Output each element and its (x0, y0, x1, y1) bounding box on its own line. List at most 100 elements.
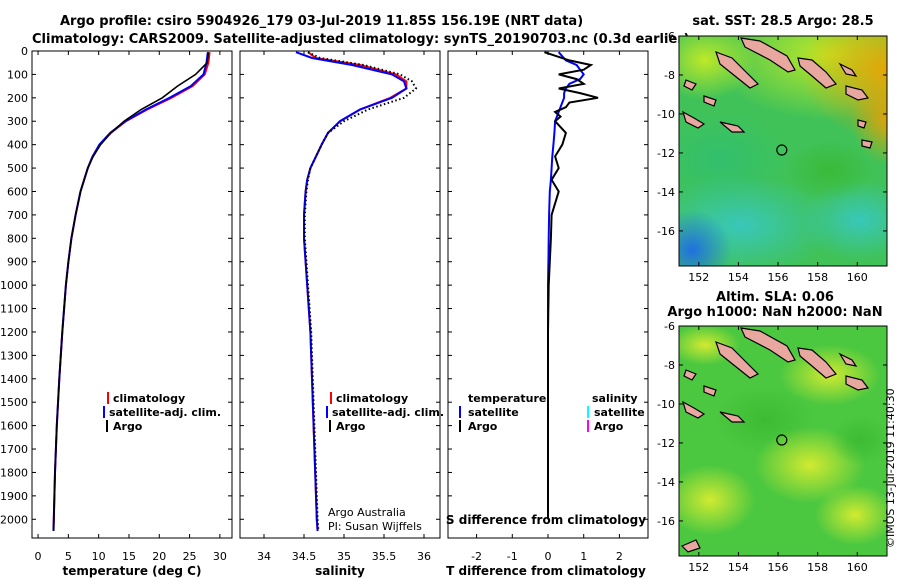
depth-axis: 0 100 200 300 400 500 600 700 800 900 1000 1100 1200… (0, 45, 28, 526)
salinity-plot: 34 34.5 35 35.5 36 (240, 50, 440, 563)
sst-float-position-marker (776, 144, 788, 156)
diff-legend-temperature-heading: temperature (468, 392, 546, 405)
title-line-1: Argo profile: csiro 5904926_179 03-Jul-2… (60, 14, 583, 29)
depth-tick-label: 1000 (0, 279, 28, 292)
sla-map-subtitle: Argo h1000: NaN h2000: NaN (667, 305, 882, 320)
t-difference-xlabel: T difference from climatology (446, 564, 646, 578)
x-tick-label: 30 (213, 550, 227, 563)
diff-legend-t-satellite-label: satellite (468, 406, 519, 419)
legend-argo-label: Argo (113, 420, 143, 433)
series-satellite-adj-clim- (52, 52, 209, 532)
sla-map-axes: 152 154 156 158 160 -6 -8 -10 -12 -14 -16 (657, 320, 887, 574)
legend-climatology-label: climatology (113, 392, 185, 405)
series-temperature-argo (544, 51, 599, 520)
x-tick-label: 25 (183, 550, 197, 563)
map-x-tick-label: 156 (768, 271, 789, 284)
depth-tick-label: 0 (21, 45, 28, 58)
x-tick-label: 1 (580, 550, 587, 563)
salinity-panel-frame (239, 50, 441, 539)
map-y-tick-label: -16 (657, 225, 675, 238)
map-y-tick-label: -6 (664, 30, 675, 43)
x-tick-label: -2 (471, 550, 482, 563)
map-x-tick-label: 158 (807, 271, 828, 284)
depth-tick-label: 1100 (0, 303, 28, 316)
depth-tick-label: 1700 (0, 443, 28, 456)
difference-legend: temperature satellite Argo salinity sate… (459, 392, 645, 433)
map-y-tick-label: -12 (657, 147, 675, 160)
depth-tick-label: 1500 (0, 396, 28, 409)
s-difference-label: S difference from climatology (446, 513, 646, 527)
depth-tick-label: 1400 (0, 373, 28, 386)
depth-tick-label: 600 (7, 185, 28, 198)
map-x-tick-label: 156 (768, 561, 789, 574)
diff-legend-salinity-heading: salinity (592, 392, 638, 405)
map-y-tick-label: -12 (657, 437, 675, 450)
depth-tick-label: 800 (7, 232, 28, 245)
map-y-tick-label: -6 (664, 320, 675, 333)
map-y-tick-label: -16 (657, 515, 675, 528)
x-tick-label: 36 (417, 550, 431, 563)
depth-tick-label: 1200 (0, 326, 28, 339)
legend-argo-label: Argo (336, 420, 366, 433)
temperature-plot: 0 5 10 15 20 25 30 (32, 50, 232, 563)
depth-tick-label: 200 (7, 92, 28, 105)
imos-timestamp: ©IMOS 13-Jul-2019 11:40:30 (884, 388, 897, 548)
map-y-tick-label: -10 (657, 108, 675, 121)
map-x-tick-label: 160 (847, 271, 868, 284)
x-tick-label: 10 (92, 550, 106, 563)
x-tick-label: 0 (35, 550, 42, 563)
map-x-tick-label: 158 (807, 561, 828, 574)
depth-tick-label: 500 (7, 162, 28, 175)
x-tick-label: 15 (122, 550, 136, 563)
map-x-tick-label: 152 (688, 271, 709, 284)
legend-satellite-label: satellite-adj. clim. (332, 406, 444, 419)
map-y-tick-label: -14 (657, 476, 675, 489)
x-tick-label: 35.5 (372, 550, 397, 563)
x-tick-label: 34.5 (292, 550, 317, 563)
map-y-tick-label: -14 (657, 186, 675, 199)
legend-climatology-label: climatology (336, 392, 408, 405)
salinity-xlabel: salinity (315, 564, 365, 578)
map-x-tick-label: 152 (688, 561, 709, 574)
temperature-legend: climatology satellite-adj. clim. Argo (103, 392, 221, 433)
sla-map-title: Altim. SLA: 0.06 (716, 290, 834, 305)
salinity-legend: climatology satellite-adj. clim. Argo (326, 392, 444, 433)
x-tick-label: 34 (257, 550, 271, 563)
series-climatology (52, 52, 211, 532)
depth-tick-label: 2000 (0, 513, 28, 526)
series-temperature-satellite (547, 51, 585, 520)
temperature-panel-frame (31, 50, 233, 539)
series-satellite-adj-clim- (295, 51, 408, 532)
x-tick-label: 5 (65, 550, 72, 563)
series-argo (303, 51, 418, 532)
credit-line-1: Argo Australia (328, 506, 406, 519)
credit-line-2: PI: Susan Wijffels (328, 520, 422, 533)
title-line-2: Climatology: CARS2009. Satellite-adjuste… (32, 32, 690, 47)
sst-map-field (679, 36, 887, 266)
diff-legend-s-argo-label: Argo (594, 420, 624, 433)
map-x-tick-label: 154 (728, 271, 749, 284)
sla-float-position-marker (776, 434, 788, 446)
x-tick-label: 20 (152, 550, 166, 563)
depth-tick-label: 1800 (0, 466, 28, 479)
x-tick-label: -1 (507, 550, 518, 563)
diff-legend-s-satellite-label: satellite (594, 406, 645, 419)
map-y-tick-label: -10 (657, 398, 675, 411)
x-tick-label: 35 (337, 550, 351, 563)
map-x-tick-label: 160 (847, 561, 868, 574)
depth-tick-label: 100 (7, 68, 28, 81)
depth-tick-label: 700 (7, 209, 28, 222)
temperature-xlabel: temperature (deg C) (63, 564, 202, 578)
sla-map-field (679, 326, 887, 556)
x-tick-label: 2 (616, 550, 623, 563)
sst-map-frame (678, 35, 888, 267)
diff-legend-t-argo-label: Argo (468, 420, 498, 433)
depth-tick-label: 400 (7, 139, 28, 152)
sla-map-frame (678, 325, 888, 557)
depth-tick-label: 300 (7, 115, 28, 128)
depth-tick-label: 900 (7, 256, 28, 269)
map-y-tick-label: -8 (664, 69, 675, 82)
sst-map-axes: 152 154 156 158 160 -6 -8 -10 -12 -14 -16 (657, 30, 887, 284)
legend-satellite-label: satellite-adj. clim. (109, 406, 221, 419)
